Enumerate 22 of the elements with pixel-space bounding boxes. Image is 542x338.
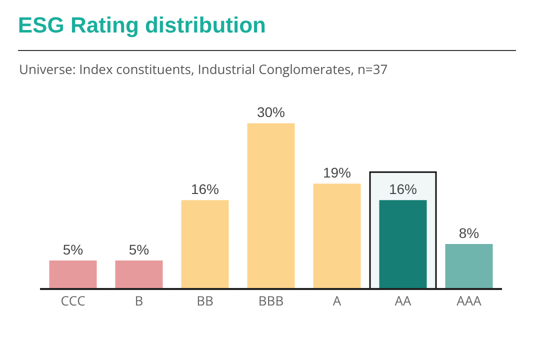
x-tick-label: B xyxy=(134,291,144,310)
chart-title: ESG Rating distribution xyxy=(18,12,266,38)
x-tick-label: BB xyxy=(196,291,214,310)
x-tick-label: AA xyxy=(394,291,412,310)
data-label: 5% xyxy=(62,242,84,258)
chart-subtitle: Universe: Index constituents, Industrial Conglomerates, n=37 xyxy=(19,60,388,78)
bar xyxy=(247,123,295,288)
x-tick-label: CCC xyxy=(60,291,86,310)
bar xyxy=(313,184,361,288)
data-label: 16% xyxy=(388,181,418,198)
data-label: 8% xyxy=(458,225,480,242)
bar xyxy=(445,244,493,288)
x-tick-label: AAA xyxy=(456,291,482,310)
data-label: 30% xyxy=(256,104,286,120)
data-label: 19% xyxy=(322,164,352,181)
bar xyxy=(181,200,229,288)
x-tick-label: A xyxy=(332,291,342,310)
data-label: 16% xyxy=(190,181,220,198)
data-label: 5% xyxy=(128,242,150,258)
bar xyxy=(49,260,97,288)
bar xyxy=(115,260,163,288)
x-tick-label: BBB xyxy=(258,291,284,310)
